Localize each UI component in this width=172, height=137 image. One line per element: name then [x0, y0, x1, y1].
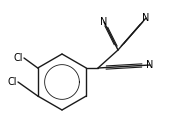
Text: N: N	[146, 60, 154, 70]
Text: N: N	[100, 17, 108, 27]
Text: Cl: Cl	[8, 77, 17, 87]
Text: N: N	[142, 13, 150, 23]
Text: Cl: Cl	[13, 53, 23, 63]
